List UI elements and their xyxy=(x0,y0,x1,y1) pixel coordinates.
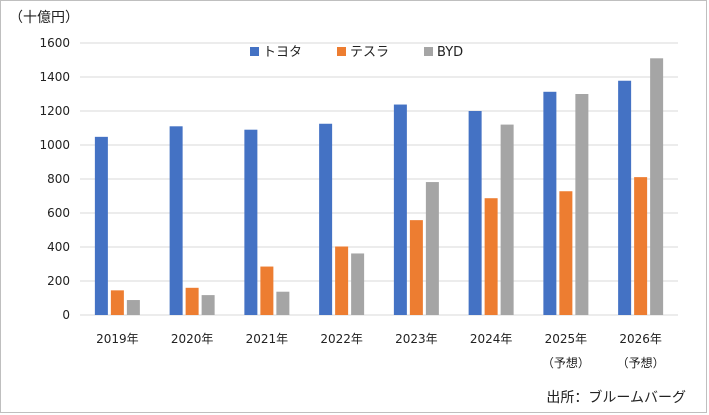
y-tick-label: 800 xyxy=(47,172,70,186)
y-tick-label: 200 xyxy=(47,274,70,288)
y-tick-label: 1400 xyxy=(39,70,70,84)
bar-BYD xyxy=(425,182,439,315)
bar-BYD xyxy=(575,94,589,315)
bar-テスラ xyxy=(484,198,498,315)
x-tick-label: 2025年 xyxy=(545,332,588,346)
bar-トヨタ xyxy=(94,136,108,315)
bar-BYD xyxy=(351,253,365,315)
y-tick-label: 1000 xyxy=(39,138,70,152)
legend-label: BYD xyxy=(437,45,463,60)
legend-swatch xyxy=(337,47,346,56)
bar-トヨタ xyxy=(169,126,183,315)
bar-トヨタ xyxy=(244,129,258,315)
x-tick-label: 2019年 xyxy=(96,332,139,346)
bar-テスラ xyxy=(185,287,199,315)
unit-label: （十億円） xyxy=(9,10,79,26)
bar-トヨタ xyxy=(393,104,407,315)
bar-BYD xyxy=(500,124,514,315)
y-tick-label: 1200 xyxy=(39,104,70,118)
legend-swatch xyxy=(250,47,259,56)
legend-swatch xyxy=(424,47,433,56)
bar-BYD xyxy=(650,58,664,316)
source-note: 出所：ブルームバーグ xyxy=(546,390,686,406)
x-tick-label: 2023年 xyxy=(395,332,438,346)
bar-トヨタ xyxy=(543,91,557,315)
bar-テスラ xyxy=(335,246,349,315)
y-tick-label: 0 xyxy=(62,308,70,322)
bar-トヨタ xyxy=(618,80,632,316)
x-tick-label: （予想） xyxy=(542,355,590,370)
y-tick-label: 600 xyxy=(47,206,70,220)
bar-BYD xyxy=(201,295,215,315)
x-tick-label: 2022年 xyxy=(320,332,363,346)
x-tick-label: 2024年 xyxy=(470,332,513,346)
x-tick-label: （予想） xyxy=(617,355,665,370)
x-tick-label: 2020年 xyxy=(171,332,214,346)
y-tick-label: 1600 xyxy=(39,36,70,50)
bar-トヨタ xyxy=(319,123,333,315)
legend-label: テスラ xyxy=(350,45,389,60)
bar-テスラ xyxy=(110,290,124,315)
x-tick-label: 2026年 xyxy=(619,332,662,346)
bar-テスラ xyxy=(260,266,274,315)
bar-トヨタ xyxy=(468,111,482,315)
bar-テスラ xyxy=(559,191,573,315)
bar-BYD xyxy=(126,300,140,315)
bar-テスラ xyxy=(634,177,648,315)
x-tick-label: 2021年 xyxy=(246,332,289,346)
y-tick-label: 400 xyxy=(47,240,70,254)
legend-label: トヨタ xyxy=(263,45,302,60)
bar-BYD xyxy=(276,291,290,315)
bar-テスラ xyxy=(409,220,423,315)
